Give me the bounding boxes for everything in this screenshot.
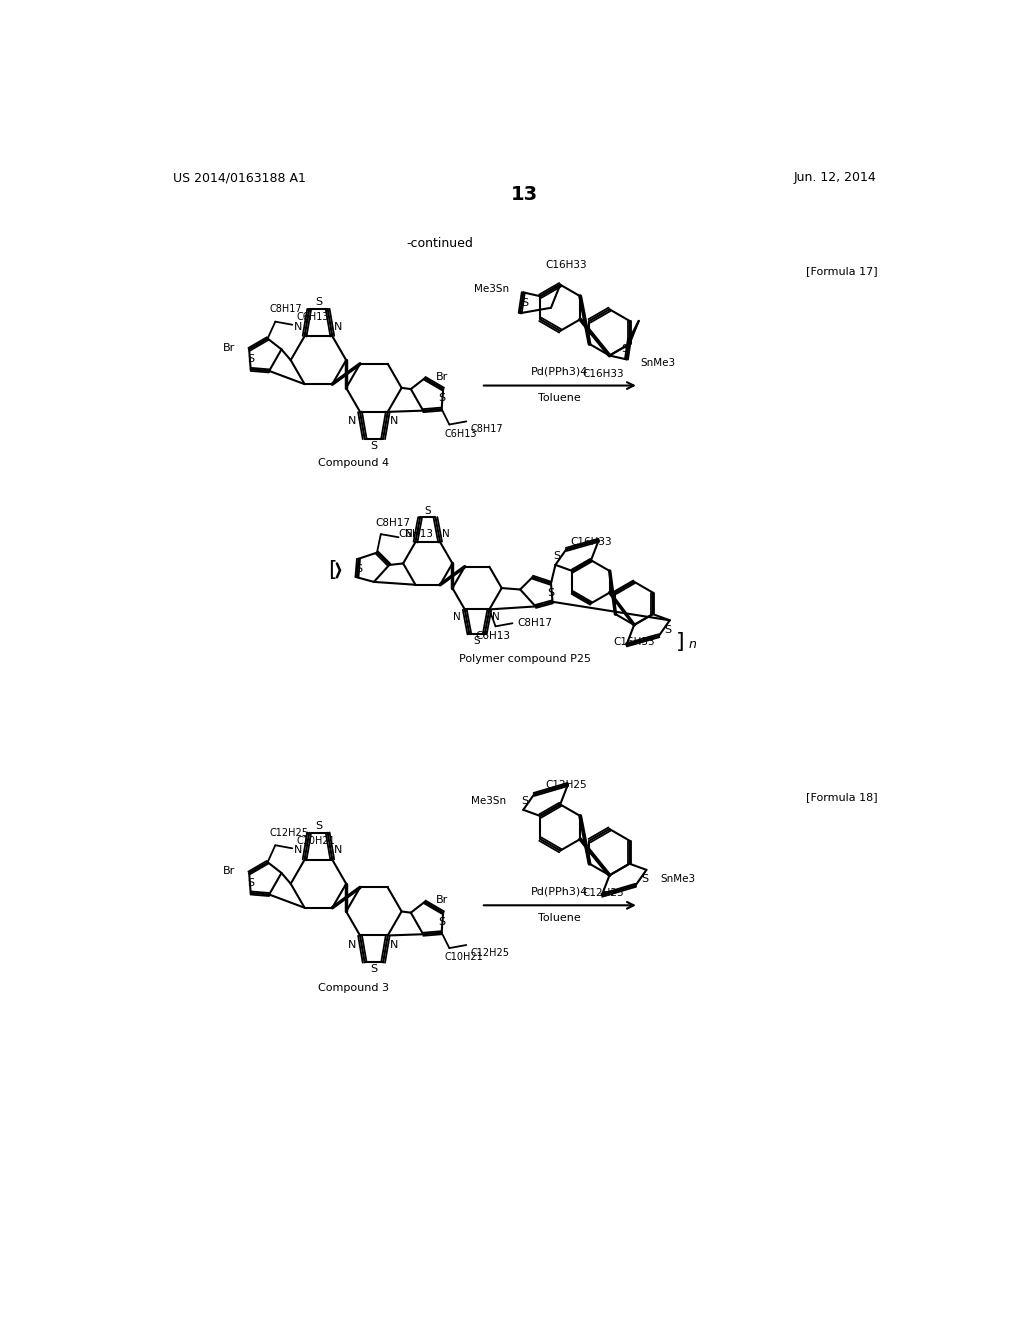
Text: S: S [314, 821, 322, 830]
Text: C8H17: C8H17 [471, 424, 504, 434]
Text: US 2014/0163188 A1: US 2014/0163188 A1 [173, 172, 306, 185]
Text: Br: Br [223, 866, 236, 876]
Text: C6H13: C6H13 [297, 312, 330, 322]
Text: Br: Br [435, 372, 447, 381]
Text: S: S [438, 393, 445, 404]
Text: N: N [348, 940, 356, 949]
Text: N: N [334, 846, 343, 855]
Text: Me3Sn: Me3Sn [471, 796, 506, 805]
Text: S: S [247, 354, 254, 364]
Text: C6H13: C6H13 [444, 429, 477, 438]
Text: C10H21: C10H21 [297, 836, 336, 846]
Text: S: S [521, 298, 528, 308]
Text: C16H33: C16H33 [613, 636, 655, 647]
Text: C6H13: C6H13 [475, 631, 510, 640]
Text: S: S [247, 878, 254, 888]
Text: C12H25: C12H25 [471, 948, 510, 958]
Text: N: N [390, 416, 398, 426]
Text: Pd(PPh3)4: Pd(PPh3)4 [530, 367, 588, 376]
Text: Compound 3: Compound 3 [318, 983, 389, 994]
Text: S: S [425, 506, 431, 516]
Text: 13: 13 [511, 185, 539, 205]
Text: [: [ [328, 561, 337, 581]
Text: Toluene: Toluene [538, 912, 581, 923]
Text: S: S [622, 343, 629, 354]
Text: C16H33: C16H33 [570, 537, 611, 546]
Text: Br: Br [223, 343, 236, 352]
Text: Me3Sn: Me3Sn [474, 284, 509, 293]
Text: C8H17: C8H17 [269, 305, 302, 314]
Text: N: N [454, 612, 461, 622]
Text: S: S [548, 589, 555, 598]
Text: N: N [334, 322, 343, 331]
Text: C16H33: C16H33 [583, 370, 625, 379]
Text: S: S [438, 917, 445, 927]
Text: N: N [348, 416, 356, 426]
Text: Compound 4: Compound 4 [318, 458, 389, 467]
Text: N: N [492, 612, 500, 622]
Text: S: S [474, 636, 480, 645]
Text: [Formula 17]: [Formula 17] [806, 267, 878, 277]
Text: S: S [314, 297, 322, 308]
Text: N: N [390, 940, 398, 949]
Text: n: n [689, 639, 696, 652]
Text: S: S [371, 965, 378, 974]
Text: SnMe3: SnMe3 [640, 358, 676, 368]
Text: N: N [406, 529, 413, 540]
Text: ]: ] [676, 632, 685, 652]
Text: C6H13: C6H13 [398, 529, 433, 539]
Text: Polymer compound P25: Polymer compound P25 [459, 653, 591, 664]
Text: C10H21: C10H21 [444, 952, 483, 962]
Text: N: N [294, 846, 303, 855]
Text: C12H25: C12H25 [546, 780, 587, 791]
Text: C8H17: C8H17 [517, 618, 552, 628]
Text: S: S [641, 874, 648, 884]
Text: S: S [553, 550, 560, 561]
Text: SnMe3: SnMe3 [660, 874, 695, 884]
Text: N: N [442, 529, 451, 540]
Text: N: N [294, 322, 303, 331]
Text: Pd(PPh3)4: Pd(PPh3)4 [530, 887, 588, 896]
Text: C12H25: C12H25 [583, 888, 625, 898]
Text: Jun. 12, 2014: Jun. 12, 2014 [794, 172, 877, 185]
Text: S: S [371, 441, 378, 450]
Text: S: S [355, 564, 362, 574]
Text: -continued: -continued [407, 236, 473, 249]
Text: Toluene: Toluene [538, 393, 581, 403]
Text: C16H33: C16H33 [546, 260, 587, 269]
Text: S: S [521, 796, 528, 805]
Text: C12H25: C12H25 [269, 828, 308, 838]
Text: C8H17: C8H17 [376, 519, 411, 528]
Text: S: S [665, 624, 672, 635]
Text: Br: Br [435, 895, 447, 906]
Text: [Formula 18]: [Formula 18] [806, 792, 878, 803]
